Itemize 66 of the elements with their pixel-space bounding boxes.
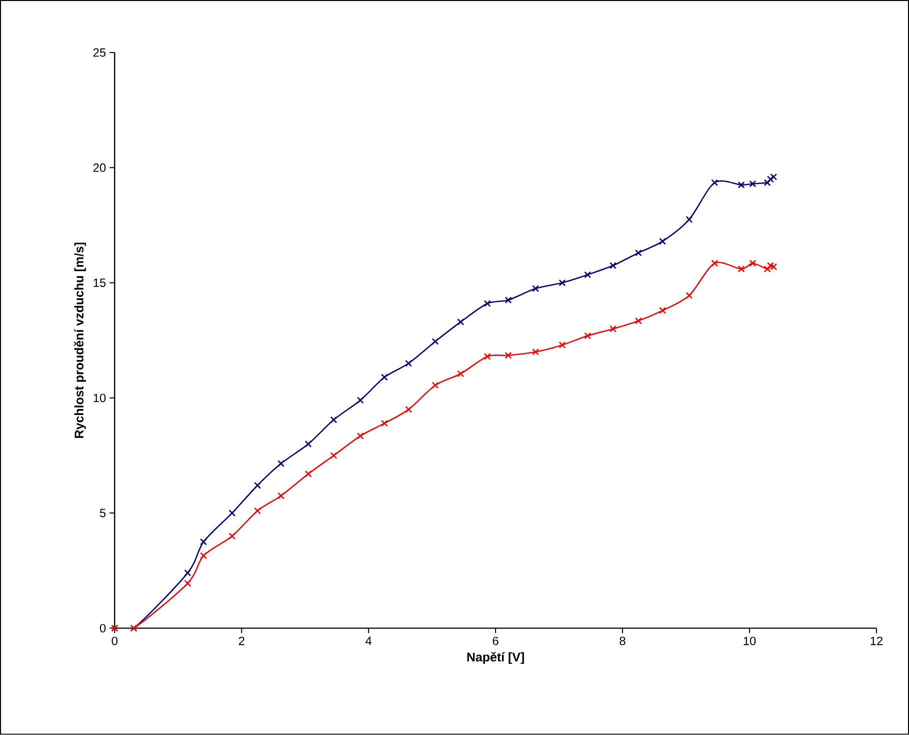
point [330, 416, 338, 424]
point [228, 532, 236, 540]
y-tick-label: 0 [100, 624, 106, 632]
y-axis-title: Rychlost proudění vzduchu [m/s] [74, 242, 86, 438]
point [749, 180, 756, 188]
point [659, 238, 666, 245]
point [304, 470, 312, 478]
point [277, 460, 284, 468]
point [749, 260, 756, 267]
point [584, 271, 592, 278]
point [184, 570, 192, 576]
x-tick-label: 10 [744, 636, 756, 646]
point [634, 249, 642, 256]
point [228, 510, 236, 517]
point [610, 325, 616, 332]
point [484, 353, 491, 360]
x-tick-label: 12 [870, 636, 883, 646]
point [432, 382, 439, 389]
point [558, 342, 566, 349]
point [277, 492, 284, 500]
y-tick-label: 15 [94, 278, 106, 288]
point [356, 396, 364, 404]
point [405, 406, 412, 414]
point [356, 432, 364, 440]
point [380, 374, 388, 381]
point [254, 507, 261, 514]
x-tick-label: 0 [112, 636, 118, 646]
point [200, 552, 207, 560]
point [686, 292, 693, 300]
y-tick-label: 5 [100, 508, 106, 518]
point [184, 580, 192, 587]
point [200, 538, 207, 546]
y-tick-label: 20 [93, 164, 106, 172]
point [532, 285, 540, 292]
point [770, 173, 778, 180]
point [686, 216, 693, 224]
y-tick-label: 10 [94, 394, 106, 402]
point [711, 260, 718, 267]
point [610, 262, 616, 270]
point [532, 348, 540, 356]
point [330, 452, 338, 460]
point [711, 179, 718, 186]
point [254, 482, 261, 489]
point [484, 300, 491, 308]
point [764, 179, 771, 186]
point [380, 420, 388, 427]
x-axis-title: Napětí [V] [467, 652, 524, 664]
point [738, 266, 745, 273]
x-tick-label: 2 [238, 636, 244, 646]
point [504, 352, 512, 359]
point [405, 360, 412, 367]
point [558, 279, 566, 286]
point [634, 317, 642, 324]
point [304, 440, 312, 448]
point [738, 182, 745, 189]
x-tick-label: 4 [366, 636, 372, 646]
x-tick-label: 8 [620, 636, 626, 646]
point [766, 176, 774, 183]
point [457, 318, 464, 326]
x-tick-label: 6 [492, 636, 498, 646]
point [584, 332, 592, 340]
point [504, 296, 512, 304]
point [432, 338, 439, 346]
point [457, 370, 464, 378]
y-tick-label: 25 [93, 48, 106, 57]
point [659, 307, 666, 314]
